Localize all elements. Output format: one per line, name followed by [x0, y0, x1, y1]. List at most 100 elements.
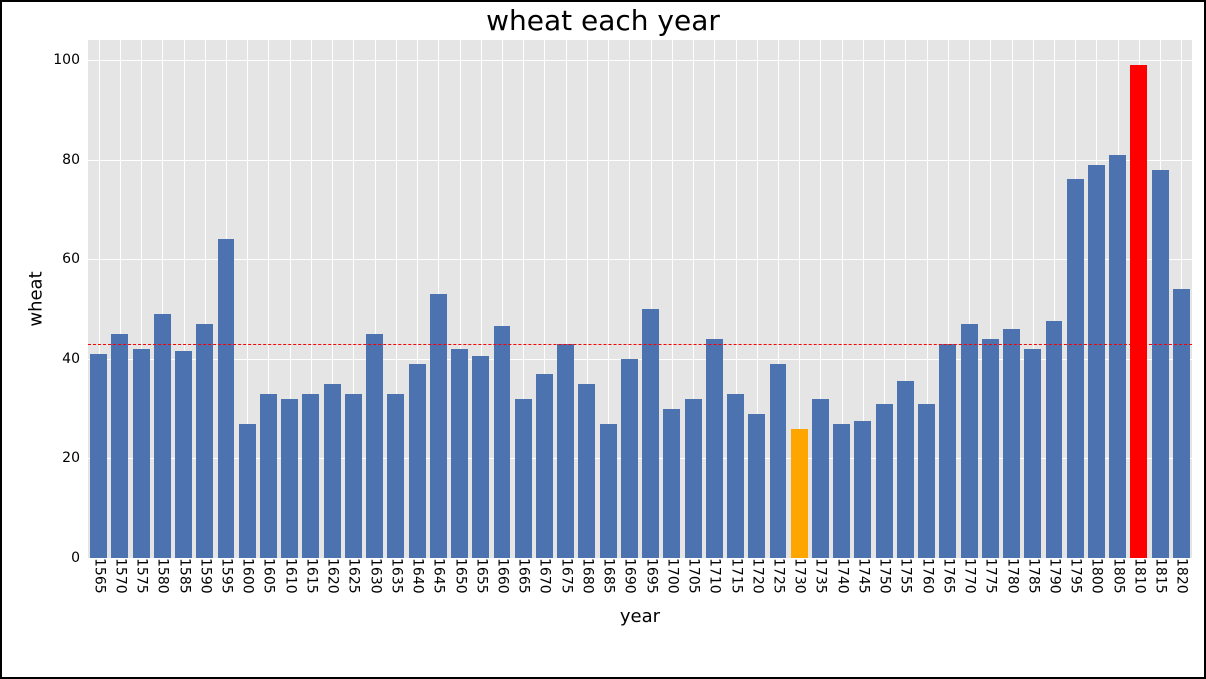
xtick-label: 1700 — [664, 558, 680, 594]
ytick-label: 80 — [62, 152, 88, 168]
bar — [1067, 179, 1084, 558]
xtick-label: 1640 — [409, 558, 425, 594]
xtick-label: 1710 — [707, 558, 723, 594]
xtick-label: 1575 — [133, 558, 149, 594]
xtick-label: 1785 — [1025, 558, 1041, 594]
bar — [1088, 165, 1105, 558]
xtick-label: 1645 — [431, 558, 447, 594]
grid-line-h — [88, 160, 1192, 161]
xtick-label: 1795 — [1068, 558, 1084, 594]
bar — [748, 414, 765, 558]
xtick-label: 1685 — [601, 558, 617, 594]
bar — [281, 399, 298, 558]
bar — [812, 399, 829, 558]
xtick-label: 1705 — [685, 558, 701, 594]
xtick-label: 1680 — [579, 558, 595, 594]
ytick-label: 0 — [71, 550, 88, 566]
ytick-label: 20 — [62, 450, 88, 466]
bar — [260, 394, 277, 558]
x-axis-label: year — [88, 606, 1192, 627]
y-axis-label: wheat — [26, 271, 47, 326]
bar — [154, 314, 171, 558]
xtick-label: 1615 — [303, 558, 319, 594]
xtick-label: 1720 — [749, 558, 765, 594]
grid-line-h — [88, 259, 1192, 260]
bar — [854, 421, 871, 558]
bar — [451, 349, 468, 558]
bar — [727, 394, 744, 558]
xtick-label: 1620 — [325, 558, 341, 594]
bar — [515, 399, 532, 558]
xtick-label: 1820 — [1174, 558, 1190, 594]
bar — [1003, 329, 1020, 558]
xtick-label: 1655 — [473, 558, 489, 594]
xtick-label: 1800 — [1089, 558, 1105, 594]
bar — [663, 409, 680, 558]
bar — [833, 424, 850, 558]
bar — [621, 359, 638, 558]
mean-line — [88, 344, 1192, 345]
xtick-label: 1780 — [1004, 558, 1020, 594]
xtick-label: 1805 — [1110, 558, 1126, 594]
bar — [239, 424, 256, 558]
xtick-label: 1815 — [1153, 558, 1169, 594]
xtick-label: 1665 — [516, 558, 532, 594]
bar — [1109, 155, 1126, 558]
bar — [111, 334, 128, 558]
xtick-label: 1570 — [112, 558, 128, 594]
xtick-label: 1585 — [176, 558, 192, 594]
bar — [387, 394, 404, 558]
xtick-label: 1650 — [452, 558, 468, 594]
xtick-label: 1670 — [537, 558, 553, 594]
xtick-label: 1725 — [770, 558, 786, 594]
xtick-label: 1695 — [643, 558, 659, 594]
xtick-label: 1630 — [367, 558, 383, 594]
bar — [982, 339, 999, 558]
ytick-label: 60 — [62, 251, 88, 267]
xtick-label: 1610 — [282, 558, 298, 594]
figure: wheat each year 020406080100 15651570157… — [0, 0, 1206, 679]
bar — [770, 364, 787, 558]
grid-line-h — [88, 60, 1192, 61]
xtick-label: 1755 — [898, 558, 914, 594]
bar — [1024, 349, 1041, 558]
bar — [302, 394, 319, 558]
xtick-label: 1750 — [877, 558, 893, 594]
bar — [791, 429, 808, 559]
xtick-label: 1790 — [1046, 558, 1062, 594]
bar — [897, 381, 914, 558]
bar — [1130, 65, 1147, 558]
bar — [366, 334, 383, 558]
xtick-label: 1600 — [240, 558, 256, 594]
bar — [536, 374, 553, 558]
bar — [345, 394, 362, 558]
chart-title: wheat each year — [2, 4, 1204, 37]
bar — [218, 239, 235, 558]
xtick-label: 1605 — [261, 558, 277, 594]
xtick-label: 1770 — [961, 558, 977, 594]
bar — [409, 364, 426, 558]
bar — [494, 326, 511, 558]
bar — [876, 404, 893, 558]
bar — [1152, 170, 1169, 559]
bar — [133, 349, 150, 558]
bar — [175, 351, 192, 558]
bar — [600, 424, 617, 558]
xtick-label: 1590 — [197, 558, 213, 594]
bar — [939, 344, 956, 558]
xtick-label: 1635 — [388, 558, 404, 594]
bar — [196, 324, 213, 558]
plot-area: 020406080100 156515701575158015851590159… — [88, 40, 1192, 558]
bar — [1173, 289, 1190, 558]
xtick-label: 1625 — [346, 558, 362, 594]
ytick-label: 100 — [53, 52, 88, 68]
xtick-label: 1565 — [91, 558, 107, 594]
xtick-label: 1660 — [494, 558, 510, 594]
xtick-label: 1580 — [155, 558, 171, 594]
bar — [324, 384, 341, 558]
bar — [578, 384, 595, 558]
bar — [706, 339, 723, 558]
xtick-label: 1760 — [919, 558, 935, 594]
xtick-label: 1735 — [813, 558, 829, 594]
xtick-label: 1715 — [728, 558, 744, 594]
